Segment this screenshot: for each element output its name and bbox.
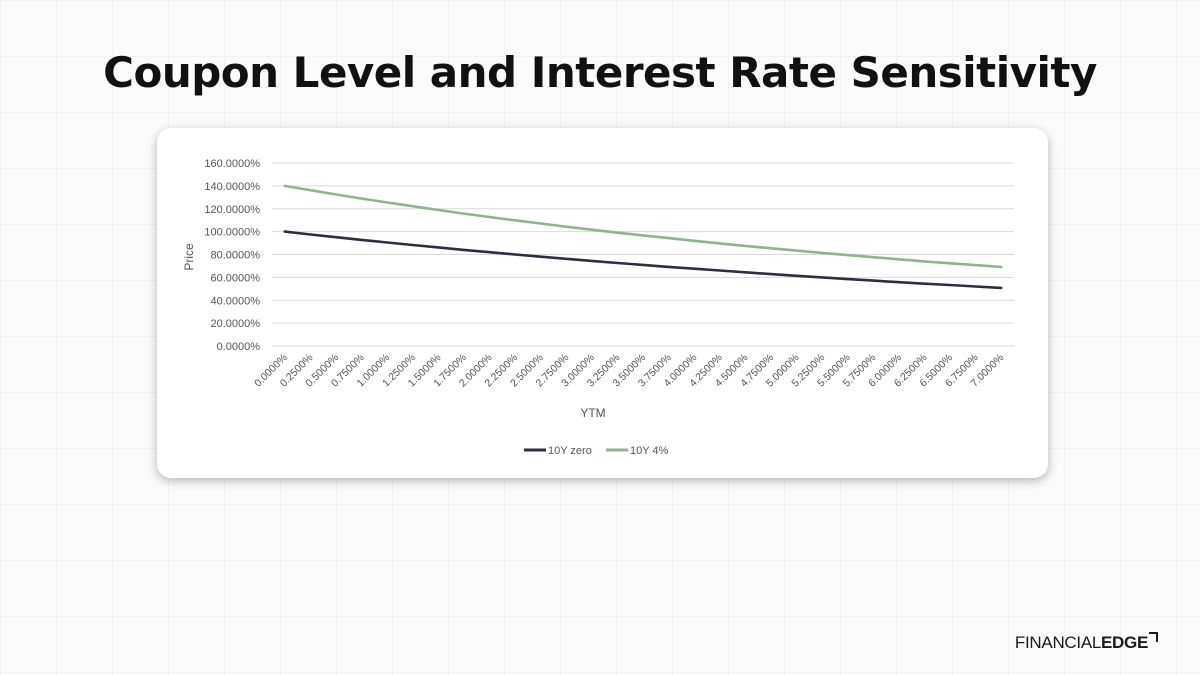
legend-label: 10Y 4% xyxy=(630,445,669,457)
y-axis-label: Price xyxy=(182,243,196,271)
series-line-four-percent xyxy=(283,184,1003,269)
y-tick-label: 20.0000% xyxy=(210,318,260,330)
y-tick-labels: 160.0000% 140.0000% 120.0000% 100.0000% 80.0… xyxy=(204,158,260,353)
x-axis-label: YTM xyxy=(580,406,605,420)
y-tick-label: 120.0000% xyxy=(204,204,260,216)
y-tick-label: 100.0000% xyxy=(204,227,260,239)
series-lines xyxy=(283,184,1003,290)
y-tick-label: 60.0000% xyxy=(210,272,260,284)
y-tick-label: 40.0000% xyxy=(210,295,260,307)
legend: 10Y zero 10Y 4% xyxy=(524,445,669,457)
chart-card: 160.0000% 140.0000% 120.0000% 100.0000% 80.0… xyxy=(157,128,1048,478)
brand-text-edge: EDGE xyxy=(1101,633,1148,652)
y-tick-label: 160.0000% xyxy=(204,158,260,170)
legend-label: 10Y zero xyxy=(548,445,592,457)
slide-title: Coupon Level and Interest Rate Sensitivi… xyxy=(103,48,1097,97)
brand-text-financial: FINANCIAL xyxy=(1014,633,1102,652)
x-tick-labels: 0.0000%0.2500%0.5000%0.7500%1.0000%1.250… xyxy=(252,352,1006,390)
line-chart: 160.0000% 140.0000% 120.0000% 100.0000% 80.0… xyxy=(182,158,1014,457)
y-tick-label: 80.0000% xyxy=(210,250,260,262)
corner-bracket-icon xyxy=(1149,632,1158,642)
series-line-zero-coupon xyxy=(283,230,1003,290)
gridlines xyxy=(272,162,1014,347)
y-tick-label: 0.0000% xyxy=(217,341,261,353)
y-tick-label: 140.0000% xyxy=(204,181,260,193)
brand-logo: FINANCIALEDGE xyxy=(1014,632,1158,653)
